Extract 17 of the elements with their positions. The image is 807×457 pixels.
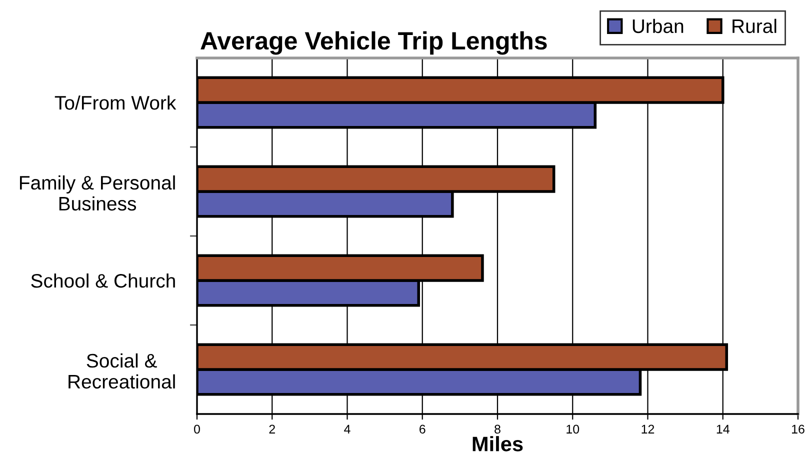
x-tick-label: 12 [642,424,654,434]
y-tick-label: School & Church [31,273,175,288]
legend-label: Urban [632,18,684,34]
y-tick-label: Family & Personal Business [20,175,175,211]
x-tick-label: 16 [792,424,804,434]
x-tick-label: 2 [269,424,275,434]
y-tick-label: To/From Work [54,95,176,110]
legend-label: Rural [732,18,776,34]
x-tick-label: 0 [194,424,200,434]
x-axis-title: Miles [472,436,523,452]
x-tick-label: 4 [344,424,350,434]
chart-title: Average Vehicle Trip Lengths [200,31,547,55]
y-tick-label: Social & Recreational [68,353,175,389]
x-tick-label: 8 [494,424,500,434]
x-tick-label: 14 [716,424,730,434]
x-tick-label: 10 [566,424,580,434]
x-tick-label: 6 [420,424,426,434]
